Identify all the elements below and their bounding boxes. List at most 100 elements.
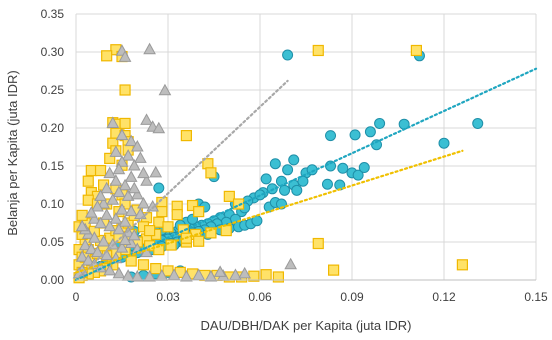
y-tick-label: 0.05: [41, 235, 65, 249]
data-point-square: [223, 190, 235, 202]
data-point-triangle: [88, 231, 101, 243]
data-point-square: [153, 244, 165, 256]
data-point-triangle: [121, 189, 135, 201]
y-tick-label: 0.35: [41, 7, 65, 21]
data-point-square: [272, 271, 284, 283]
data-point-circle: [269, 158, 281, 170]
data-point-square: [186, 199, 199, 212]
x-tick-label: 0.06: [248, 290, 272, 304]
data-point-circle: [321, 178, 333, 190]
data-point-circle: [279, 184, 291, 196]
data-point-triangle: [112, 222, 126, 235]
data-point-triangle: [130, 187, 144, 200]
y-tick-label: 0.30: [41, 45, 65, 59]
data-point-square: [137, 259, 150, 271]
x-tick-label: 0.03: [156, 290, 180, 304]
data-point-triangle: [94, 216, 107, 229]
data-point-triangle: [127, 158, 141, 171]
data-point-triangle: [84, 206, 98, 218]
data-point-triangle: [100, 181, 114, 194]
data-point-square: [150, 263, 162, 275]
data-point-square: [104, 152, 116, 164]
data-point-triangle: [238, 266, 252, 279]
data-point-circle: [325, 130, 337, 142]
y-axis-title: Belanja per Kapita (juta IDR): [5, 70, 20, 235]
data-point-triangle: [124, 204, 138, 217]
data-point-triangle: [127, 228, 141, 241]
data-point-triangle: [75, 219, 89, 232]
data-point-triangle: [180, 269, 193, 282]
data-point-square: [410, 44, 422, 57]
data-point-circle: [337, 162, 349, 174]
data-point-triangle: [204, 269, 218, 282]
data-point-triangle: [91, 245, 104, 258]
x-axis-title: DAU/DBH/DAK per Kapita (juta IDR): [201, 318, 412, 333]
data-point-triangle: [140, 174, 153, 186]
data-point-triangle: [127, 181, 141, 194]
data-point-triangle: [100, 208, 114, 220]
data-point-triangle: [103, 166, 117, 179]
data-point-circle: [352, 169, 364, 181]
data-point-triangle: [213, 265, 227, 277]
data-point-square: [144, 225, 156, 237]
trendline: [74, 67, 538, 282]
data-point-triangle: [124, 134, 138, 147]
y-tick-label: 0.25: [41, 83, 65, 97]
data-point-triangle: [81, 253, 95, 266]
data-point-square: [119, 84, 131, 96]
data-point-triangle: [103, 263, 117, 276]
data-point-square: [193, 206, 205, 218]
data-point-triangle: [118, 50, 132, 62]
data-point-circle: [153, 182, 165, 194]
data-point-triangle: [130, 139, 144, 152]
x-tick-label: 0.09: [340, 290, 364, 304]
data-point-triangle: [149, 165, 163, 178]
data-point-circle: [374, 117, 386, 129]
data-point-triangle: [109, 145, 123, 157]
data-point-square: [171, 209, 183, 221]
y-tick-label: 0.15: [41, 159, 65, 173]
axes: 0.00 0.05 0.10 0.15 0.20 0.25 0.30 0.35 0 0.03 0.0…: [41, 7, 548, 304]
data-point-square: [456, 259, 468, 271]
data-point-circle: [349, 129, 361, 141]
data-point-triangle: [106, 116, 120, 128]
data-point-triangle: [88, 212, 101, 224]
data-point-square: [328, 264, 340, 276]
data-point-square: [101, 50, 113, 62]
data-point-circle: [282, 49, 294, 61]
data-point-triangle: [134, 151, 147, 163]
data-point-triangle: [152, 121, 166, 134]
data-point-triangle: [91, 200, 104, 212]
data-point-triangle: [112, 185, 126, 198]
data-point-circle: [288, 154, 300, 166]
data-point-triangle: [97, 196, 110, 209]
x-tick-label: 0.12: [432, 290, 456, 304]
data-point-square: [193, 235, 205, 247]
data-point-triangle: [130, 269, 144, 282]
data-point-circle: [291, 184, 303, 196]
data-point-triangle: [106, 193, 120, 205]
data-point-square: [82, 194, 94, 206]
data-point-triangle: [118, 215, 132, 227]
data-point-square: [85, 164, 97, 177]
data-point-triangle: [78, 238, 92, 251]
data-point-square: [232, 198, 245, 210]
data-point-square: [153, 216, 165, 228]
data-point-triangle: [137, 196, 150, 209]
y-tick-label: 0.00: [41, 273, 65, 287]
data-point-square: [312, 44, 324, 57]
data-point-circle: [275, 198, 287, 210]
data-point-triangle: [115, 241, 129, 253]
data-point-triangle: [229, 268, 242, 280]
data-point-square: [119, 117, 131, 130]
x-tick-label: 0.15: [524, 290, 548, 304]
x-tick-label: 0: [73, 290, 80, 304]
data-points: [72, 42, 484, 284]
data-point-triangle: [112, 266, 126, 279]
data-point-triangle: [146, 200, 160, 212]
data-point-triangle: [97, 234, 110, 247]
data-point-square: [125, 255, 137, 267]
data-point-triangle: [137, 166, 150, 179]
